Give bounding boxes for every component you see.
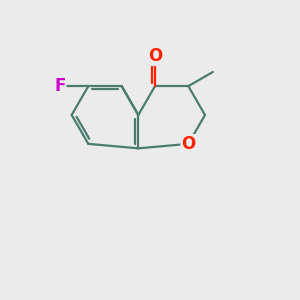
Text: O: O bbox=[181, 135, 196, 153]
Text: O: O bbox=[148, 47, 162, 65]
Text: F: F bbox=[54, 77, 66, 95]
